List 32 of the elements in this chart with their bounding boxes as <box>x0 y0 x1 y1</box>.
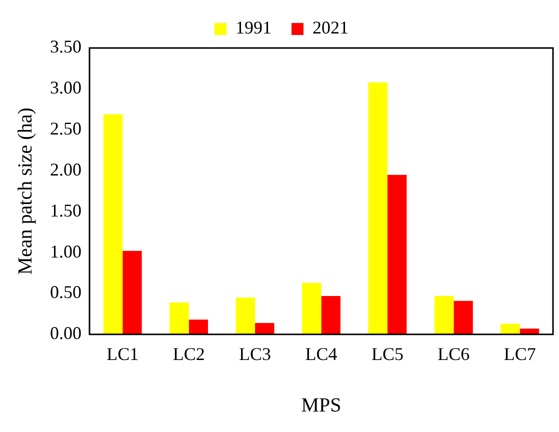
bar <box>236 298 256 334</box>
bar <box>387 174 407 334</box>
bar <box>368 82 388 334</box>
y-axis-title: Mean patch size (ha) <box>14 108 36 275</box>
x-tick-label: LC3 <box>239 344 272 364</box>
bar <box>321 296 340 334</box>
bar <box>500 324 520 334</box>
legend-label: 2021 <box>312 18 348 38</box>
y-tick-label: 0.50 <box>50 282 82 302</box>
bar <box>454 300 473 334</box>
bar <box>103 114 123 334</box>
y-tick-label: 3.50 <box>50 36 82 57</box>
bar <box>255 322 274 334</box>
bar <box>302 282 322 334</box>
x-axis-title: MPS <box>301 394 342 416</box>
x-tick-label: LC6 <box>438 344 470 364</box>
x-tick-label: LC1 <box>106 344 139 364</box>
x-tick-label: LC4 <box>305 344 338 364</box>
bar <box>188 320 208 334</box>
y-tick-label: 1.50 <box>50 200 82 220</box>
x-tick-label: LC2 <box>172 344 205 364</box>
bar <box>170 302 189 334</box>
bar <box>122 250 142 334</box>
y-tick-label: 3.00 <box>50 78 82 98</box>
y-tick-label: 1.00 <box>50 241 82 262</box>
x-tick-label: LC5 <box>371 344 404 364</box>
y-tick-label: 2.00 <box>50 159 82 180</box>
x-tick-label: LC7 <box>504 344 536 364</box>
y-tick-label: 2.50 <box>50 118 82 139</box>
bar <box>434 296 454 334</box>
y-tick-label: 0.00 <box>50 323 82 344</box>
legend-label: 1991 <box>236 18 272 38</box>
